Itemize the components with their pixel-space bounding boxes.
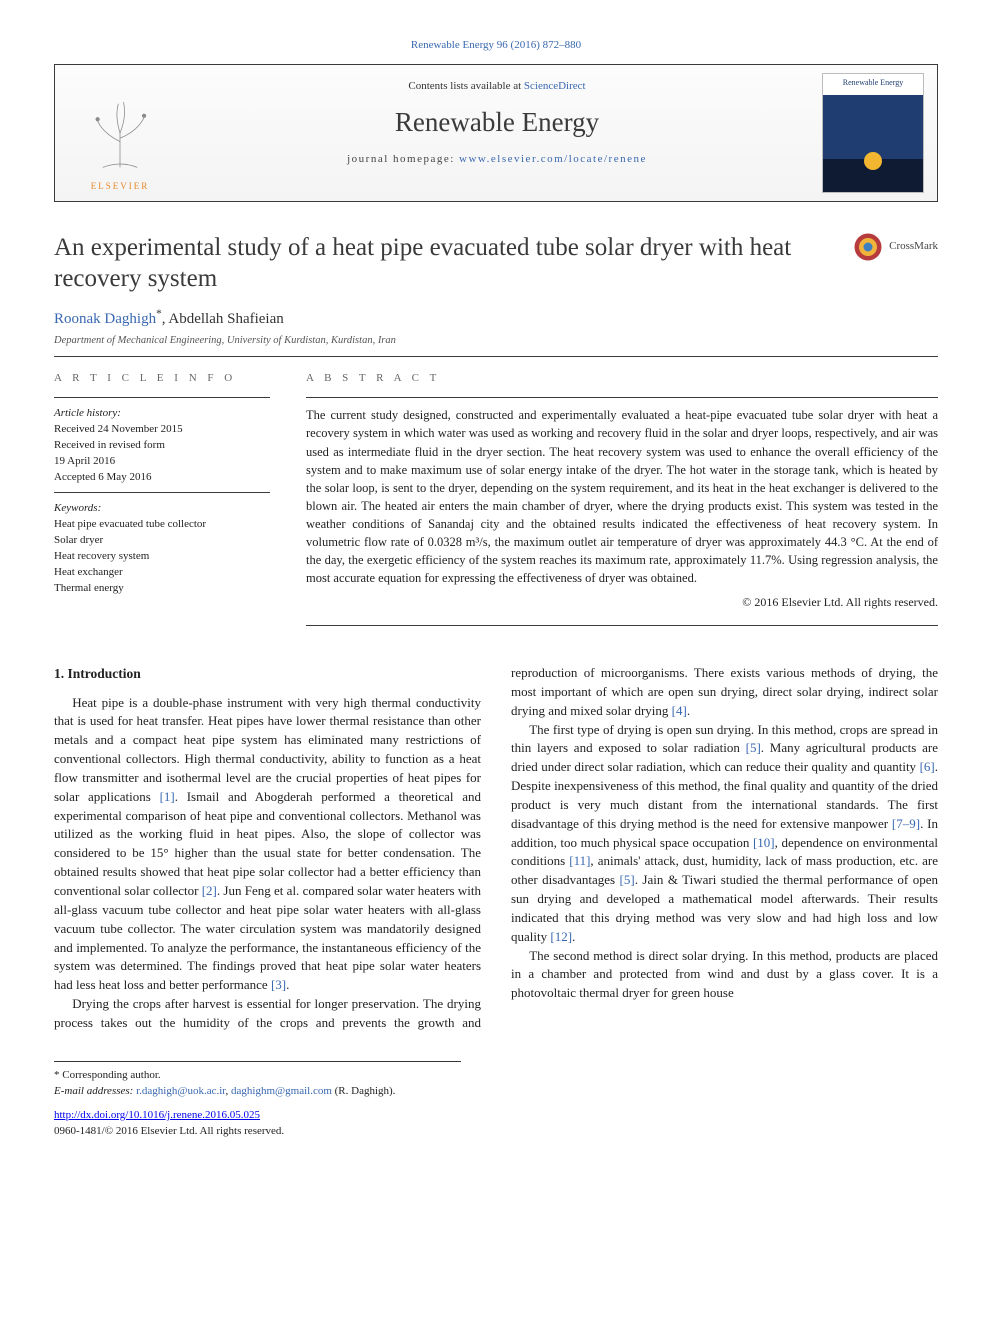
homepage-line: journal homepage: www.elsevier.com/locat… [189, 152, 805, 168]
corr-author-label: * Corresponding author. [54, 1068, 461, 1084]
journal-name: Renewable Energy [189, 103, 805, 142]
keyword: Heat recovery system [54, 549, 270, 565]
journal-cover-cell: Renewable Energy [809, 65, 937, 201]
masthead-center: Contents lists available at ScienceDirec… [185, 65, 809, 201]
ref-link[interactable]: [3] [271, 977, 286, 992]
sun-icon [864, 152, 882, 170]
email-label: E-mail addresses: [54, 1085, 136, 1097]
history-line: 19 April 2016 [54, 454, 270, 470]
article-info-label: a r t i c l e i n f o [54, 371, 270, 387]
article-info: a r t i c l e i n f o Article history: R… [54, 371, 270, 626]
homepage-link[interactable]: www.elsevier.com/locate/renene [459, 153, 647, 165]
body-paragraph: Heat pipe is a double-phase instrument w… [54, 694, 481, 996]
ref-link[interactable]: [1] [160, 789, 175, 804]
history-line: Accepted 6 May 2016 [54, 470, 270, 486]
abstract-text: The current study designed, constructed … [306, 406, 938, 587]
abstract-copyright: © 2016 Elsevier Ltd. All rights reserved… [306, 594, 938, 611]
keywords-head: Keywords: [54, 501, 270, 517]
ref-link[interactable]: [2] [202, 883, 217, 898]
ref-link[interactable]: [5] [620, 872, 635, 887]
author-rest: , Abdellah Shafieian [162, 311, 284, 327]
section-heading: 1. Introduction [54, 664, 481, 684]
masthead: ELSEVIER Contents lists available at Sci… [54, 64, 938, 202]
ref-link[interactable]: [4] [672, 703, 687, 718]
ref-link[interactable]: [7–9] [892, 816, 920, 831]
author-link-1[interactable]: Roonak Daghigh [54, 311, 156, 327]
article-title: An experimental study of a heat pipe eva… [54, 232, 834, 295]
keyword: Solar dryer [54, 533, 270, 549]
crossmark-label: CrossMark [889, 239, 938, 255]
journal-cover: Renewable Energy [822, 73, 924, 193]
body-text: . Ismail and Abogderah performed a theor… [54, 789, 481, 898]
ref-link[interactable]: [11] [569, 853, 590, 868]
authors: Roonak Daghigh*, Abdellah Shafieian [54, 306, 938, 331]
publisher-name: ELSEVIER [91, 181, 150, 191]
citation-line: Renewable Energy 96 (2016) 872–880 [54, 38, 938, 54]
email-link[interactable]: r.daghigh@uok.ac.ir [136, 1085, 225, 1097]
ref-link[interactable]: [10] [753, 835, 775, 850]
corresponding-footer: * Corresponding author. E-mail addresses… [54, 1061, 461, 1100]
history-line: Received 24 November 2015 [54, 422, 270, 438]
body-paragraph: The first type of drying is open sun dry… [511, 721, 938, 947]
affiliation: Department of Mechanical Engineering, Un… [54, 333, 938, 357]
contents-line: Contents lists available at ScienceDirec… [189, 79, 805, 95]
body-columns: 1. Introduction Heat pipe is a double-ph… [54, 664, 938, 1033]
abstract-label: a b s t r a c t [306, 371, 938, 387]
cover-title: Renewable Energy [827, 77, 919, 89]
doi-link[interactable]: http://dx.doi.org/10.1016/j.renene.2016.… [54, 1109, 260, 1121]
publisher-logo-cell: ELSEVIER [55, 65, 185, 201]
ref-link[interactable]: [6] [920, 759, 935, 774]
crossmark-badge[interactable]: CrossMark [853, 232, 938, 262]
elsevier-logo: ELSEVIER [77, 90, 163, 193]
body-text: The second method is direct solar drying… [511, 948, 938, 1001]
ref-link[interactable]: [5] [746, 740, 761, 755]
body-text: Heat pipe is a double-phase instrument w… [54, 695, 481, 804]
crossmark-icon [853, 232, 883, 262]
ref-link[interactable]: [12] [550, 929, 572, 944]
history-line: Received in revised form [54, 438, 270, 454]
keyword: Heat exchanger [54, 565, 270, 581]
contents-prefix: Contents lists available at [408, 80, 523, 92]
keyword: Thermal energy [54, 581, 270, 597]
tree-icon [77, 90, 163, 176]
history-head: Article history: [54, 406, 270, 422]
email-link[interactable]: daghighm@gmail.com [231, 1085, 332, 1097]
abstract-block: a b s t r a c t The current study design… [306, 371, 938, 626]
body-paragraph: The second method is direct solar drying… [511, 947, 938, 1004]
sciencedirect-link[interactable]: ScienceDirect [524, 80, 586, 92]
issn-line: 0960-1481/© 2016 Elsevier Ltd. All right… [54, 1124, 938, 1140]
homepage-prefix: journal homepage: [347, 153, 459, 165]
keyword: Heat pipe evacuated tube collector [54, 517, 270, 533]
email-tail: (R. Daghigh). [332, 1085, 396, 1097]
abstract-rule [306, 625, 938, 626]
